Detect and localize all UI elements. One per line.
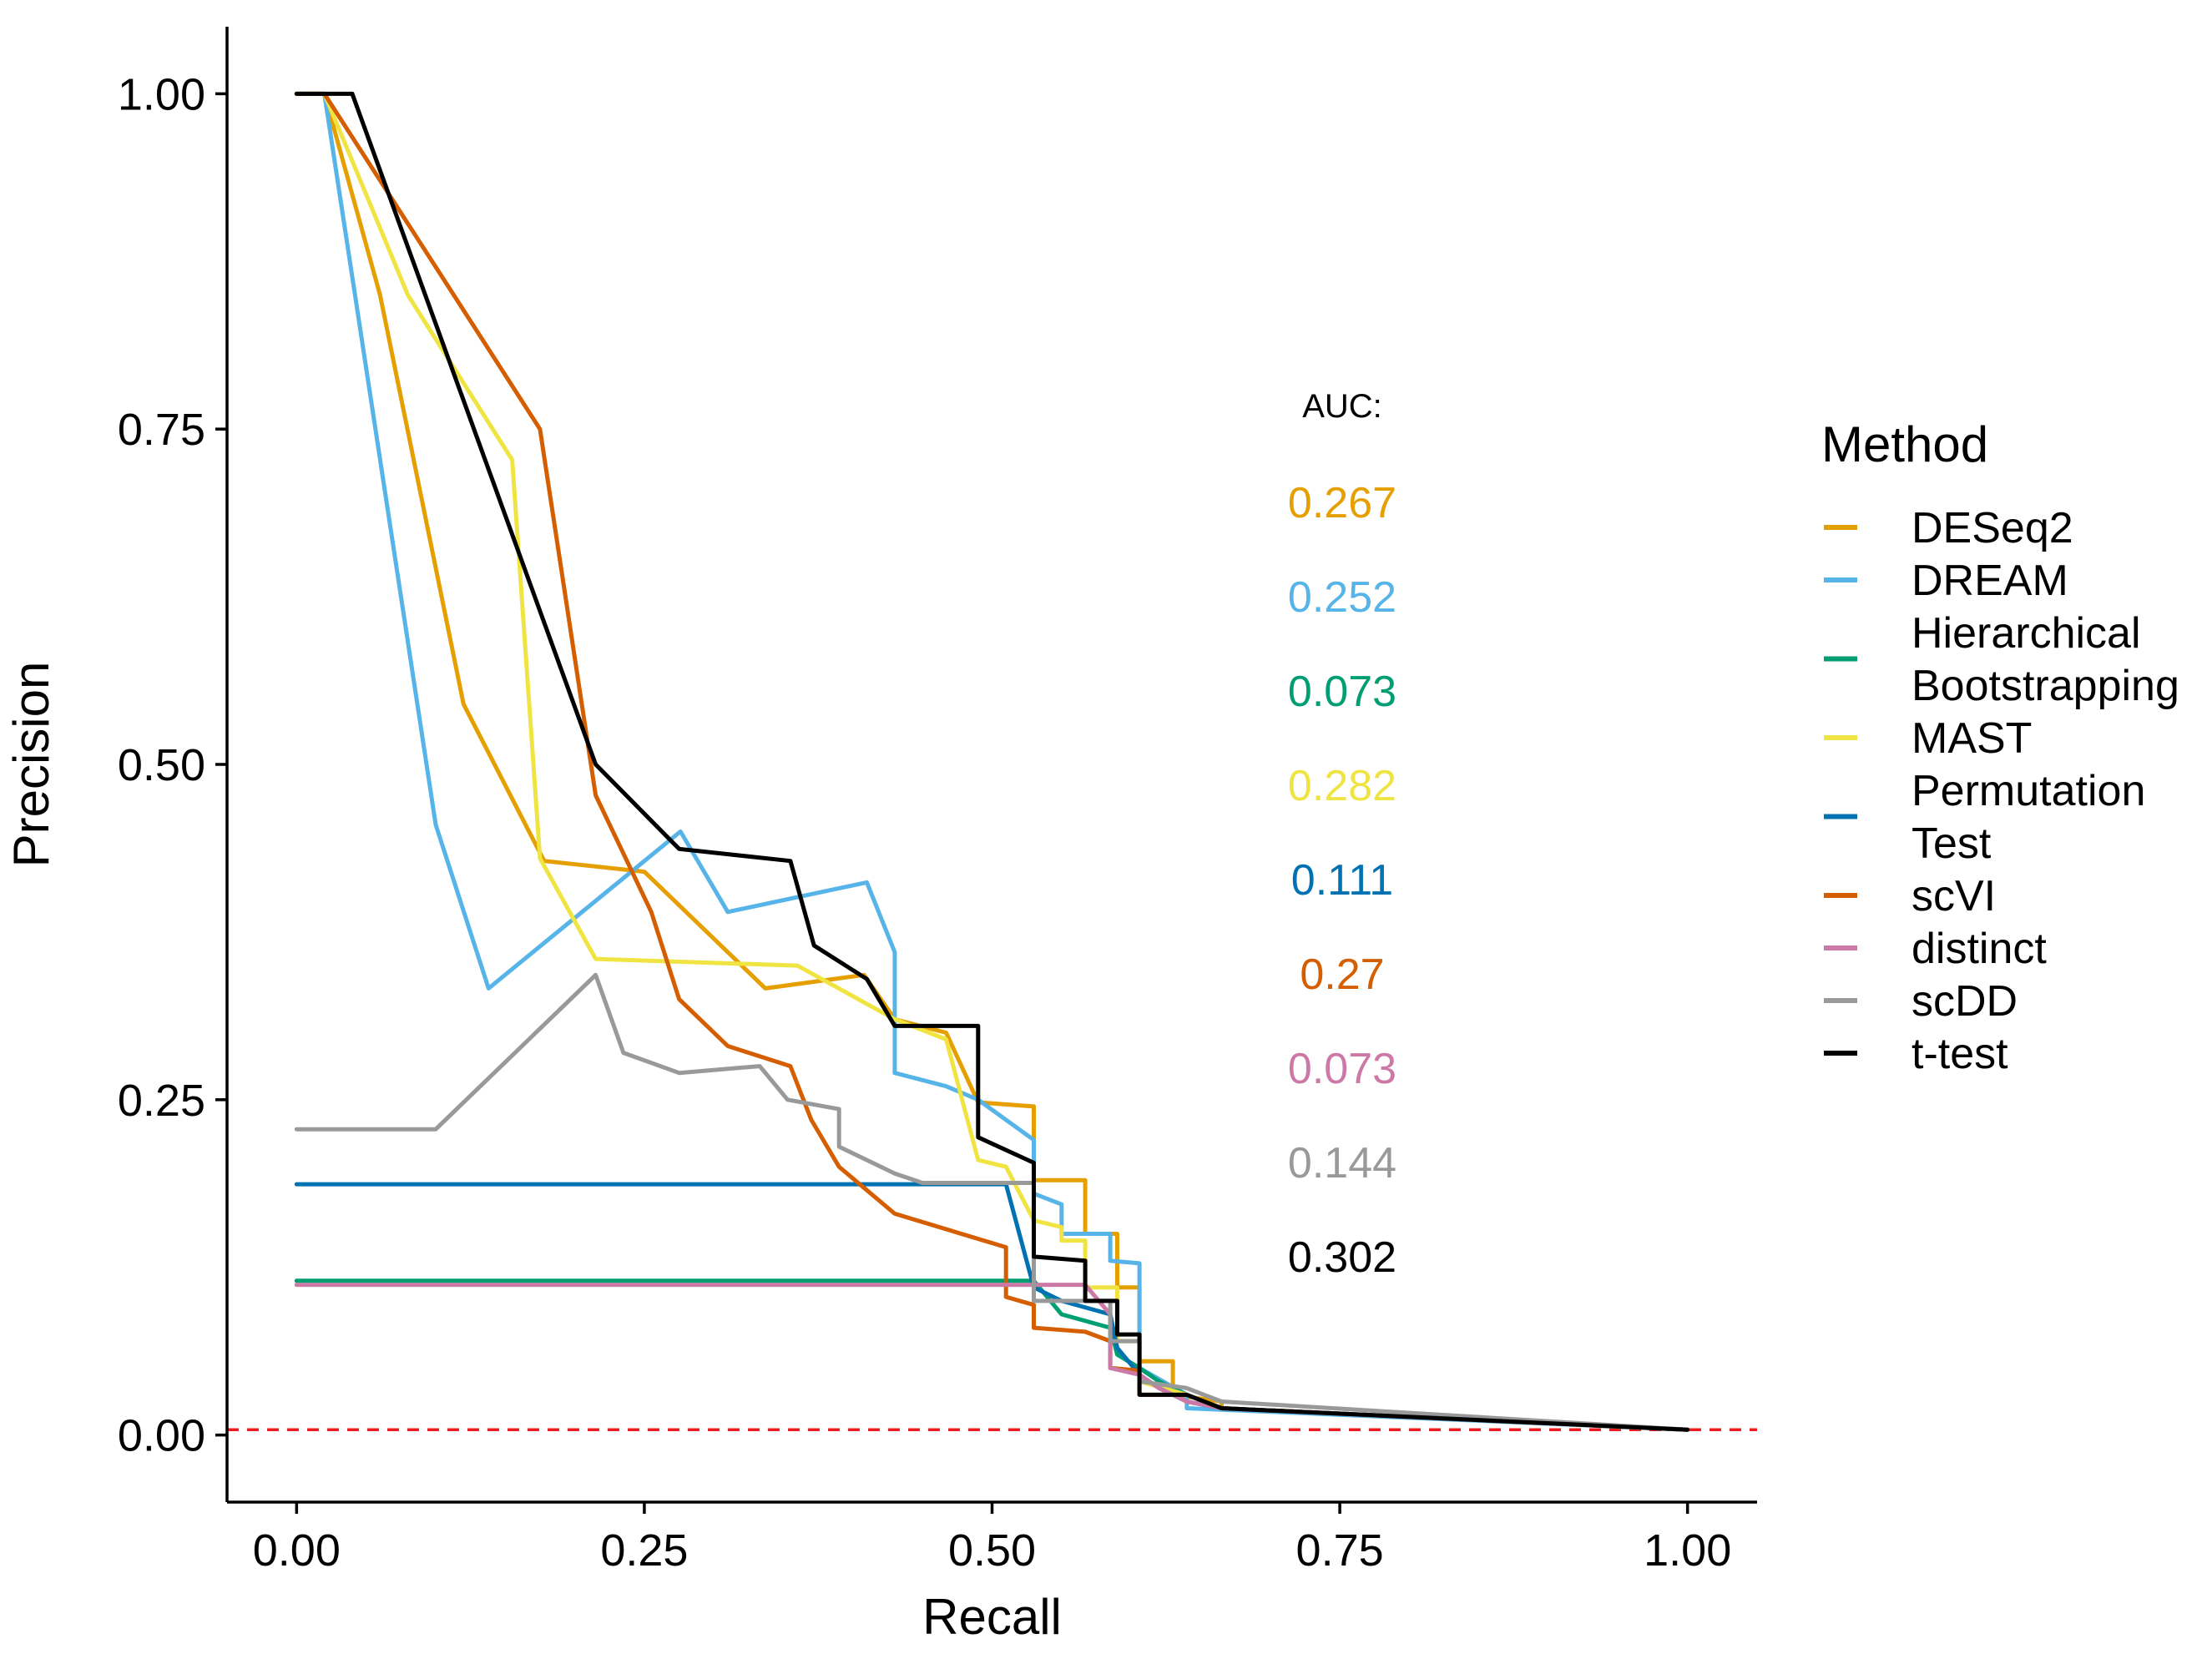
auc-value-deseq2: 0.267 (1288, 479, 1396, 527)
series-line-hierarchical-bootstrapping (294, 1278, 1690, 1432)
series-line-scvi (294, 91, 1690, 1432)
auc-value-distinct: 0.073 (1288, 1045, 1396, 1093)
y-tick-label: 0.50 (118, 740, 205, 790)
series-line-distinct (294, 1283, 1690, 1432)
axes: 0.00 0.25 0.50 0.75 1.00 0.00 0.25 0.50 0.75 1.0… (3, 27, 1757, 1645)
x-tick-label: 0.25 (600, 1525, 688, 1576)
auc-value-hierarchical-bootstrapping: 0.073 (1288, 668, 1396, 716)
auc-value-dream: 0.252 (1288, 573, 1396, 622)
legend-label: distinct (1912, 925, 2047, 973)
auc-values: 0.267 0.252 0.073 0.282 0.111 0.27 0.073 0.144 0… (1288, 479, 1396, 1282)
auc-value-scdd: 0.144 (1288, 1139, 1396, 1187)
y-tick-label: 0.75 (118, 405, 205, 455)
x-tick-label: 0.75 (1296, 1525, 1384, 1576)
series-line-dream (294, 91, 1690, 1432)
legend-label: DESeq2 (1912, 504, 2073, 552)
auc-annotations: AUC: 0.2670.2520.0730.2820.1110.270.0730… (1288, 388, 1396, 1282)
y-axis-ticks: 0.00 0.25 0.50 0.75 1.00 (118, 69, 227, 1461)
legend-label: Hierarchical (1912, 609, 2141, 658)
x-axis-title: Recall (922, 1589, 1062, 1645)
auc-title: AUC: (1302, 388, 1382, 425)
legend-items: DESeq2 DREAMHierarchicalBootstrappingMAST… (1824, 504, 2179, 1078)
plot-area (227, 91, 1757, 1432)
y-axis-title: Precision (3, 662, 59, 868)
legend-title: Method (1821, 416, 1988, 472)
x-axis-ticks: 0.00 0.25 0.50 0.75 1.00 (253, 1502, 1731, 1576)
y-tick-label: 0.00 (118, 1411, 205, 1461)
legend-label: MAST (1912, 714, 2032, 763)
x-tick-label: 1.00 (1644, 1525, 1731, 1576)
legend-label: Bootstrapping (1912, 662, 2179, 710)
legend-label: DREAM (1912, 557, 2068, 605)
auc-value-permutation-test: 0.111 (1291, 856, 1393, 905)
legend-label: scDD (1912, 977, 2018, 1026)
series-line-mast (294, 91, 1690, 1432)
series-line-t-test (294, 91, 1690, 1432)
auc-value-mast: 0.282 (1288, 762, 1396, 810)
y-tick-label: 0.25 (118, 1076, 205, 1126)
legend-label: scVI (1912, 872, 1996, 920)
legend-label: t-test (1912, 1030, 2008, 1078)
series-lines (294, 91, 1690, 1432)
legend: Method DESeq2 DREAMHierarchicalBootstrapp… (1821, 416, 2179, 1078)
auc-value-t-test: 0.302 (1288, 1233, 1396, 1282)
series-line-permutation-test (294, 1182, 1690, 1432)
x-tick-label: 0.00 (253, 1525, 341, 1576)
series-line-deseq2 (294, 91, 1690, 1432)
series-line-scdd (294, 972, 1690, 1432)
y-tick-label: 1.00 (118, 69, 205, 119)
auc-value-scvi: 0.27 (1300, 950, 1384, 999)
legend-label: Test (1912, 819, 1992, 868)
x-tick-label: 0.50 (948, 1525, 1036, 1576)
legend-label: Permutation (1912, 767, 2145, 815)
